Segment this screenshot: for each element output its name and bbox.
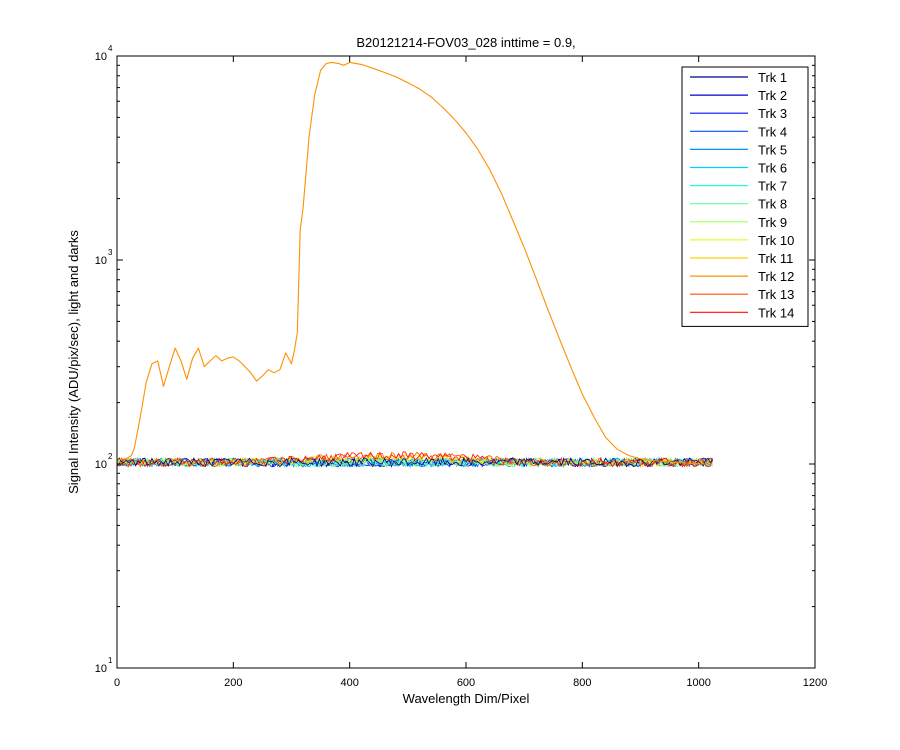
x-tick-label: 1200 — [803, 677, 827, 689]
legend-item: Trk 10 — [690, 233, 794, 248]
legend-item: Trk 14 — [690, 305, 794, 320]
dark-track-line — [116, 451, 713, 468]
chart-title: B20121214-FOV03_028 inttime = 0.9, — [356, 35, 575, 50]
legend-label: Trk 1 — [758, 70, 787, 85]
y-tick-label: 104 — [95, 44, 113, 63]
y-tick-label: 102 — [95, 452, 113, 471]
legend-item: Trk 7 — [690, 179, 787, 194]
legend-label: Trk 4 — [758, 124, 787, 139]
dark-track-line — [116, 451, 713, 468]
legend-item: Trk 3 — [690, 106, 787, 121]
y-tick-exponent: 4 — [108, 44, 113, 53]
legend: Trk 1 Trk 2 Trk 3 Trk 4 Trk 5 Trk 6 Trk 7 Trk 8… — [681, 66, 809, 327]
legend-item: Trk 5 — [690, 142, 787, 157]
legend-item: Trk 1 — [690, 70, 787, 85]
legend-label: Trk 7 — [758, 179, 787, 194]
legend-label: Trk 9 — [758, 215, 787, 230]
y-axis-label: Signal Intensity (ADU/pix/sec), light an… — [66, 230, 81, 494]
legend-label: Trk 12 — [758, 269, 794, 284]
y-tick-exponent: 3 — [108, 248, 113, 257]
legend-item: Trk 12 — [690, 269, 794, 284]
y-tick-base: 10 — [95, 459, 107, 471]
legend-label: Trk 3 — [758, 106, 787, 121]
x-tick-label: 1000 — [686, 677, 710, 689]
legend-label: Trk 5 — [758, 142, 787, 157]
legend-item: Trk 6 — [690, 161, 787, 176]
y-tick-exponent: 2 — [108, 452, 113, 461]
y-tick-label: 101 — [95, 656, 113, 675]
dark-track-line — [116, 453, 713, 468]
y-tick-base: 10 — [95, 255, 107, 267]
legend-label: Trk 10 — [758, 233, 794, 248]
legend-label: Trk 14 — [758, 305, 794, 320]
legend-label: Trk 2 — [758, 88, 787, 103]
x-tick-label: 0 — [114, 677, 120, 689]
y-tick-base: 10 — [95, 51, 107, 63]
legend-item: Trk 4 — [690, 124, 787, 139]
legend-item: Trk 9 — [690, 215, 787, 230]
x-tick-label: 400 — [340, 677, 358, 689]
bright-series-line — [116, 61, 711, 465]
legend-item: Trk 13 — [690, 287, 794, 302]
legend-box — [681, 66, 809, 327]
x-axis: 0 200 400 600 800 1000 1200 — [114, 56, 827, 689]
dark-track-line — [116, 456, 713, 468]
legend-label: Trk 13 — [758, 287, 794, 302]
y-tick-exponent: 1 — [108, 656, 113, 665]
legend-item: Trk 11 — [690, 251, 793, 266]
dark-tracks-layer — [116, 451, 713, 469]
y-tick-base: 10 — [95, 663, 107, 675]
legend-item: Trk 8 — [690, 197, 787, 212]
x-tick-label: 800 — [573, 677, 591, 689]
legend-label: Trk 6 — [758, 161, 787, 176]
x-axis-label: Wavelength Dim/Pixel — [403, 691, 530, 706]
legend-label: Trk 8 — [758, 197, 787, 212]
legend-item: Trk 2 — [690, 88, 787, 103]
series-layer — [116, 61, 711, 465]
x-tick-label: 200 — [224, 677, 242, 689]
legend-label: Trk 11 — [758, 251, 793, 266]
x-tick-label: 600 — [457, 677, 475, 689]
y-tick-label: 103 — [95, 248, 113, 267]
